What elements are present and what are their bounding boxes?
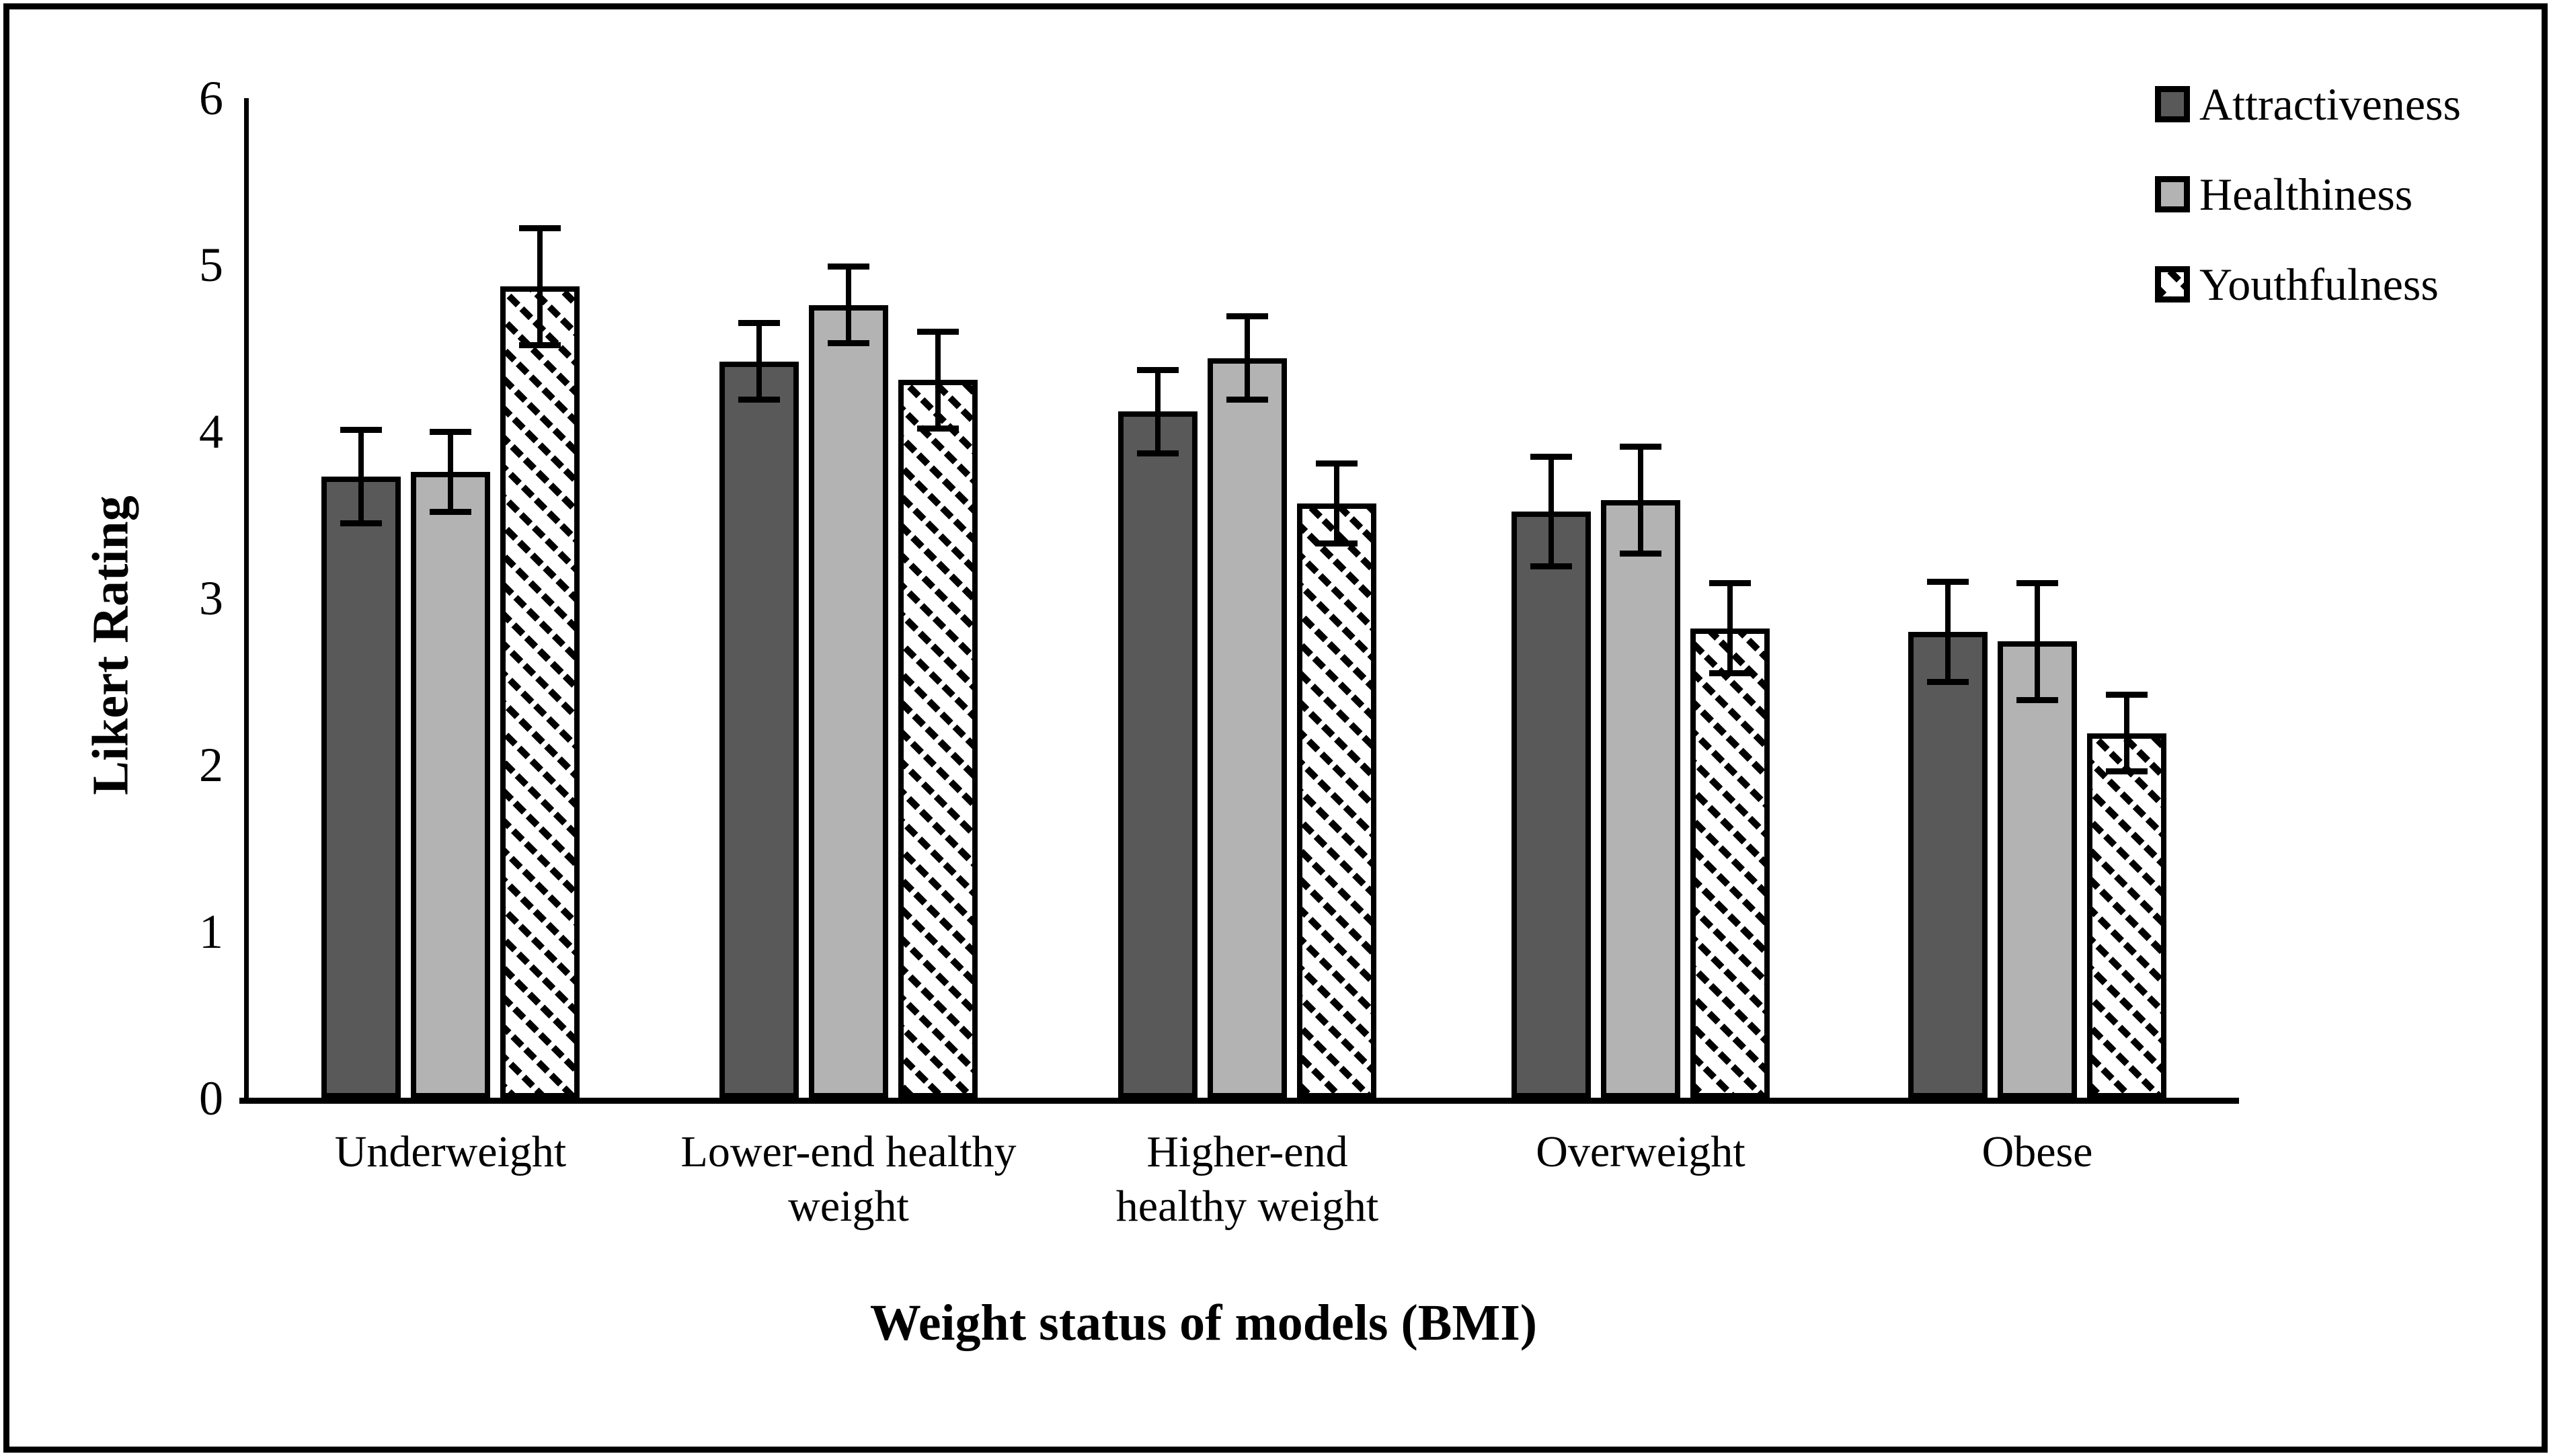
category-label-2: Higher-end healthy weight [1115, 1127, 1379, 1231]
y-tick-label-6: 6 [199, 71, 223, 125]
error-cap-lower-youthfulness-2 [1316, 540, 1358, 547]
bar-healthiness-3 [1601, 499, 1680, 1098]
x-axis-title: Weight status of models (BMI) [869, 1295, 1538, 1351]
error-bar-healthiness-0 [448, 432, 453, 512]
category-label-4: Obese [1981, 1127, 2093, 1176]
error-cap-upper-attractiveness-0 [340, 427, 382, 434]
y-tick-label-3: 3 [199, 571, 223, 625]
error-cap-upper-youthfulness-4 [2106, 692, 2148, 698]
bar-youthfulness-0 [500, 286, 580, 1098]
error-bar-healthiness-3 [1638, 446, 1643, 554]
legend-label-youthfulness: Youthfulness [2199, 258, 2439, 310]
error-bar-attractiveness-3 [1548, 456, 1554, 567]
error-bar-youthfulness-0 [537, 228, 543, 346]
figure-border [3, 3, 2548, 1453]
error-cap-lower-attractiveness-1 [738, 397, 780, 403]
bar-attractiveness-4 [1908, 631, 1988, 1098]
error-cap-lower-healthiness-0 [430, 508, 471, 515]
error-cap-upper-healthiness-4 [2016, 580, 2058, 587]
error-cap-lower-youthfulness-0 [519, 341, 561, 348]
error-cap-upper-youthfulness-0 [519, 225, 561, 231]
error-cap-upper-attractiveness-2 [1137, 366, 1179, 373]
bar-youthfulness-4 [2087, 733, 2166, 1098]
category-label-1: Lower-end healthy weight [680, 1127, 1017, 1231]
error-cap-upper-youthfulness-1 [917, 328, 959, 335]
error-bar-youthfulness-1 [935, 331, 941, 429]
error-bar-attractiveness-1 [756, 323, 762, 400]
plot-area: 0 1 2 3 4 5 6 [199, 73, 2239, 1124]
bar-healthiness-1 [809, 305, 888, 1098]
error-bar-attractiveness-2 [1155, 370, 1161, 454]
bar-youthfulness-2 [1297, 503, 1376, 1098]
error-cap-upper-attractiveness-4 [1927, 578, 1969, 585]
error-cap-lower-attractiveness-4 [1927, 678, 1969, 685]
legend-row-attractiveness: Attractiveness [2155, 78, 2461, 130]
category-label-3: Overweight [1536, 1127, 1745, 1176]
bar-healthiness-4 [1998, 641, 2077, 1098]
bar-attractiveness-2 [1118, 411, 1198, 1098]
bar-attractiveness-0 [321, 476, 401, 1098]
legend: Attractiveness Healthiness Youthfulness [2155, 79, 2461, 350]
error-cap-upper-youthfulness-2 [1316, 460, 1358, 467]
y-tick-label-0: 0 [199, 1071, 223, 1125]
error-cap-lower-attractiveness-2 [1137, 450, 1179, 456]
legend-row-healthiness: Healthiness [2155, 168, 2461, 220]
y-tick-label-5: 5 [199, 238, 223, 292]
error-cap-lower-youthfulness-1 [917, 425, 959, 432]
bar-attractiveness-1 [719, 361, 799, 1098]
legend-row-youthfulness: Youthfulness [2155, 258, 2461, 310]
error-cap-upper-attractiveness-1 [738, 320, 780, 327]
error-cap-lower-attractiveness-3 [1530, 563, 1572, 570]
legend-label-healthiness: Healthiness [2199, 168, 2413, 220]
x-axis-line [239, 1098, 2239, 1104]
error-cap-lower-healthiness-4 [2016, 696, 2058, 703]
error-cap-lower-youthfulness-3 [1709, 670, 1751, 677]
legend-swatch-youthfulness [2155, 266, 2190, 302]
error-bar-healthiness-4 [2035, 583, 2040, 700]
error-cap-lower-youthfulness-4 [2106, 768, 2148, 775]
y-axis-title: Likert Rating [82, 495, 139, 795]
error-bar-youthfulness-3 [1727, 583, 1733, 674]
bar-healthiness-0 [411, 471, 490, 1098]
error-bar-healthiness-2 [1245, 316, 1250, 400]
legend-label-attractiveness: Attractiveness [2199, 78, 2461, 130]
category-label-0: Underweight [334, 1127, 567, 1176]
error-cap-upper-attractiveness-3 [1530, 453, 1572, 460]
error-bar-youthfulness-2 [1334, 463, 1339, 544]
y-tick-label-4: 4 [199, 405, 223, 458]
error-cap-lower-healthiness-3 [1620, 550, 1661, 557]
error-cap-lower-healthiness-1 [828, 340, 869, 347]
legend-swatch-attractiveness [2155, 86, 2190, 122]
error-cap-upper-healthiness-1 [828, 263, 869, 270]
error-bar-attractiveness-0 [358, 430, 364, 524]
y-tick-label-1: 1 [199, 905, 223, 959]
error-bar-healthiness-1 [846, 266, 851, 343]
error-cap-upper-youthfulness-3 [1709, 580, 1751, 587]
error-cap-upper-healthiness-0 [430, 428, 471, 435]
error-cap-upper-healthiness-2 [1226, 313, 1268, 320]
y-axis-line [244, 98, 249, 1103]
bar-attractiveness-3 [1512, 512, 1591, 1098]
bar-youthfulness-1 [898, 380, 978, 1098]
error-cap-lower-attractiveness-0 [340, 520, 382, 526]
error-bar-attractiveness-4 [1945, 581, 1951, 682]
bar-youthfulness-3 [1690, 628, 1770, 1098]
error-cap-upper-healthiness-3 [1620, 443, 1661, 450]
error-cap-lower-healthiness-2 [1226, 397, 1268, 403]
legend-swatch-healthiness [2155, 176, 2190, 212]
bar-healthiness-2 [1208, 358, 1287, 1098]
error-bar-youthfulness-4 [2124, 694, 2129, 772]
y-tick-label-2: 2 [199, 738, 223, 792]
